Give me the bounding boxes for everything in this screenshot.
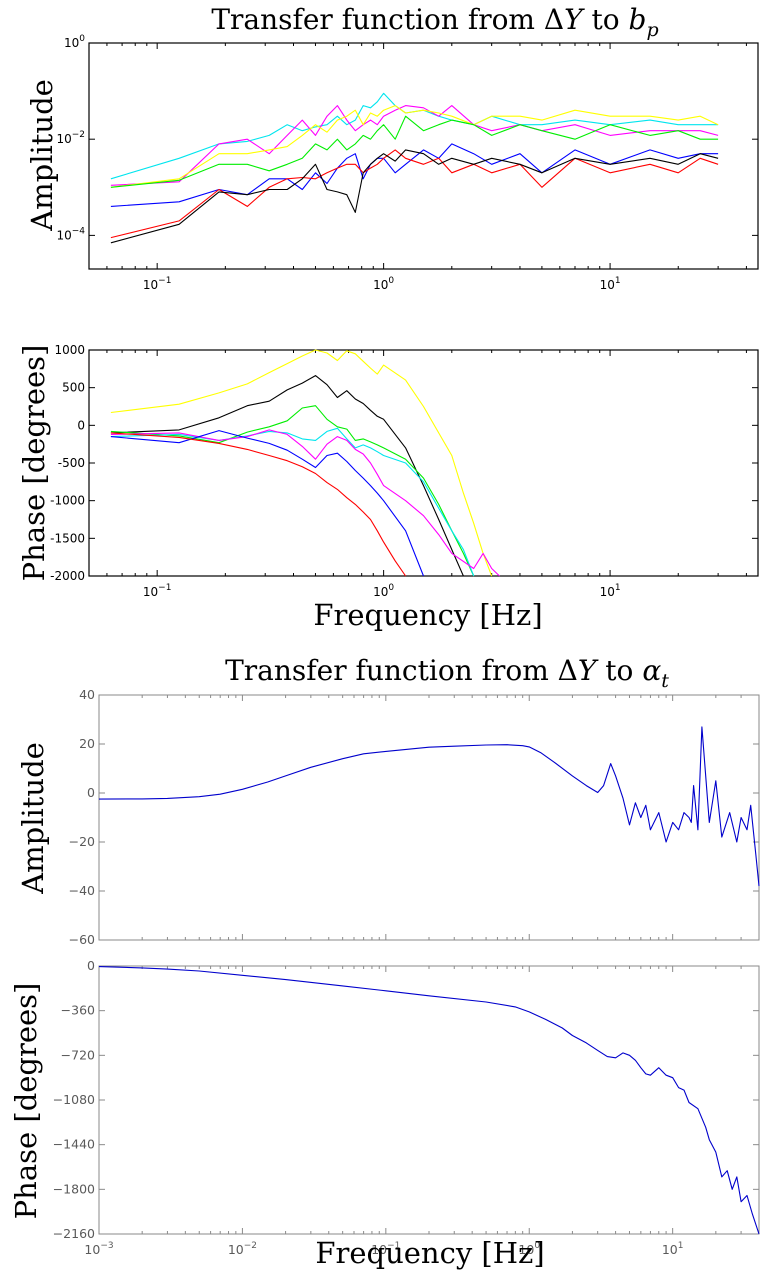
y-tick-label: −60: [69, 932, 95, 947]
y-tick-label: -500: [58, 456, 85, 470]
x-tick-label: 101: [600, 276, 621, 292]
series-line-2: [110, 375, 464, 577]
series-line-1: [98, 726, 760, 887]
top-figure-title: Transfer function from ΔY to bp: [211, 3, 658, 41]
x-tick-label: 10−1: [143, 583, 172, 599]
y-tick-label: 0: [87, 785, 95, 800]
series-line-2: [110, 105, 719, 186]
y-tick-label: 0: [87, 958, 95, 973]
x-tick-label: 101: [662, 1241, 684, 1257]
bottom-amplitude-ylabel: Amplitude: [16, 742, 50, 895]
x-tick-label: 100: [373, 276, 394, 292]
y-tick-label: -1000: [50, 494, 85, 508]
bottom-amplitude-panel: −60 −40 −20 0 20 40: [69, 687, 760, 947]
bottom-frequency-xlabel: Frequency [Hz]: [315, 1236, 544, 1270]
top-amplitude-axes: [88, 42, 759, 270]
series-line-1: [110, 92, 719, 180]
y-tick-label: 1000: [54, 343, 85, 357]
y-tick-label: -1500: [50, 531, 85, 545]
x-tick-label: 10−2: [228, 1241, 257, 1257]
series-line-1: [98, 966, 760, 1235]
top-phase-axes: [88, 349, 759, 577]
y-tick-label: -2000: [50, 569, 85, 583]
series-line-3: [110, 105, 719, 188]
top-amplitude-ylabel: Amplitude: [25, 79, 59, 232]
series-line-1: [110, 349, 493, 577]
series-line-6: [110, 430, 425, 577]
y-tick-label: 500: [62, 381, 85, 395]
y-tick-label: −360: [61, 1003, 95, 1018]
y-tick-label: −20: [69, 834, 95, 849]
series-line-5: [110, 429, 500, 577]
x-tick-label: 10−1: [143, 276, 172, 292]
x-tick-label: 101: [600, 583, 621, 599]
series-line-5: [110, 143, 719, 207]
y-tick-label: −40: [69, 883, 95, 898]
x-tick-label: 100: [518, 1241, 540, 1257]
y-tick-label: 0: [77, 418, 85, 432]
top-frequency-xlabel: Frequency [Hz]: [313, 598, 542, 632]
series-line-7: [110, 149, 719, 244]
y-tick-label: 20: [79, 736, 95, 751]
y-tick-label: 40: [79, 687, 95, 702]
y-tick-label: −1080: [53, 1092, 95, 1107]
series-line-3: [110, 405, 475, 577]
x-tick-label: 10−3: [84, 1241, 113, 1257]
x-tick-label: 100: [373, 583, 394, 599]
y-tick-label: −2160: [53, 1226, 95, 1241]
series-line-7: [110, 432, 407, 577]
series-line-4: [110, 115, 719, 188]
y-tick-label: 10−4: [56, 226, 85, 242]
top-phase-ylabel: Phase [degrees]: [17, 345, 51, 582]
bottom-phase-ylabel: Phase [degrees]: [9, 983, 43, 1220]
top-amplitude-panel: 10−1 100 101 10−4 10−2 100: [56, 34, 759, 292]
x-tick-label: 10−1: [371, 1241, 400, 1257]
y-tick-label: 10−2: [56, 130, 85, 146]
y-tick-label: −1440: [53, 1137, 95, 1152]
series-line-4: [110, 427, 475, 577]
top-phase-panel: 10−1 100 101 -2000 -1500 -1000 -500 0 500 1000: [50, 343, 759, 599]
y-tick-label: −720: [61, 1047, 95, 1062]
y-tick-label: −1800: [53, 1181, 95, 1196]
series-line-6: [110, 149, 719, 239]
bottom-phase-axes: [98, 965, 760, 1235]
y-tick-label: 100: [64, 34, 85, 50]
bottom-figure-title: Transfer function from ΔY to αt: [225, 654, 669, 692]
bottom-phase-panel: 10−3 10−2 10−1 100 101 0 −360 −720 −1080 −1440 −18…: [53, 958, 760, 1257]
